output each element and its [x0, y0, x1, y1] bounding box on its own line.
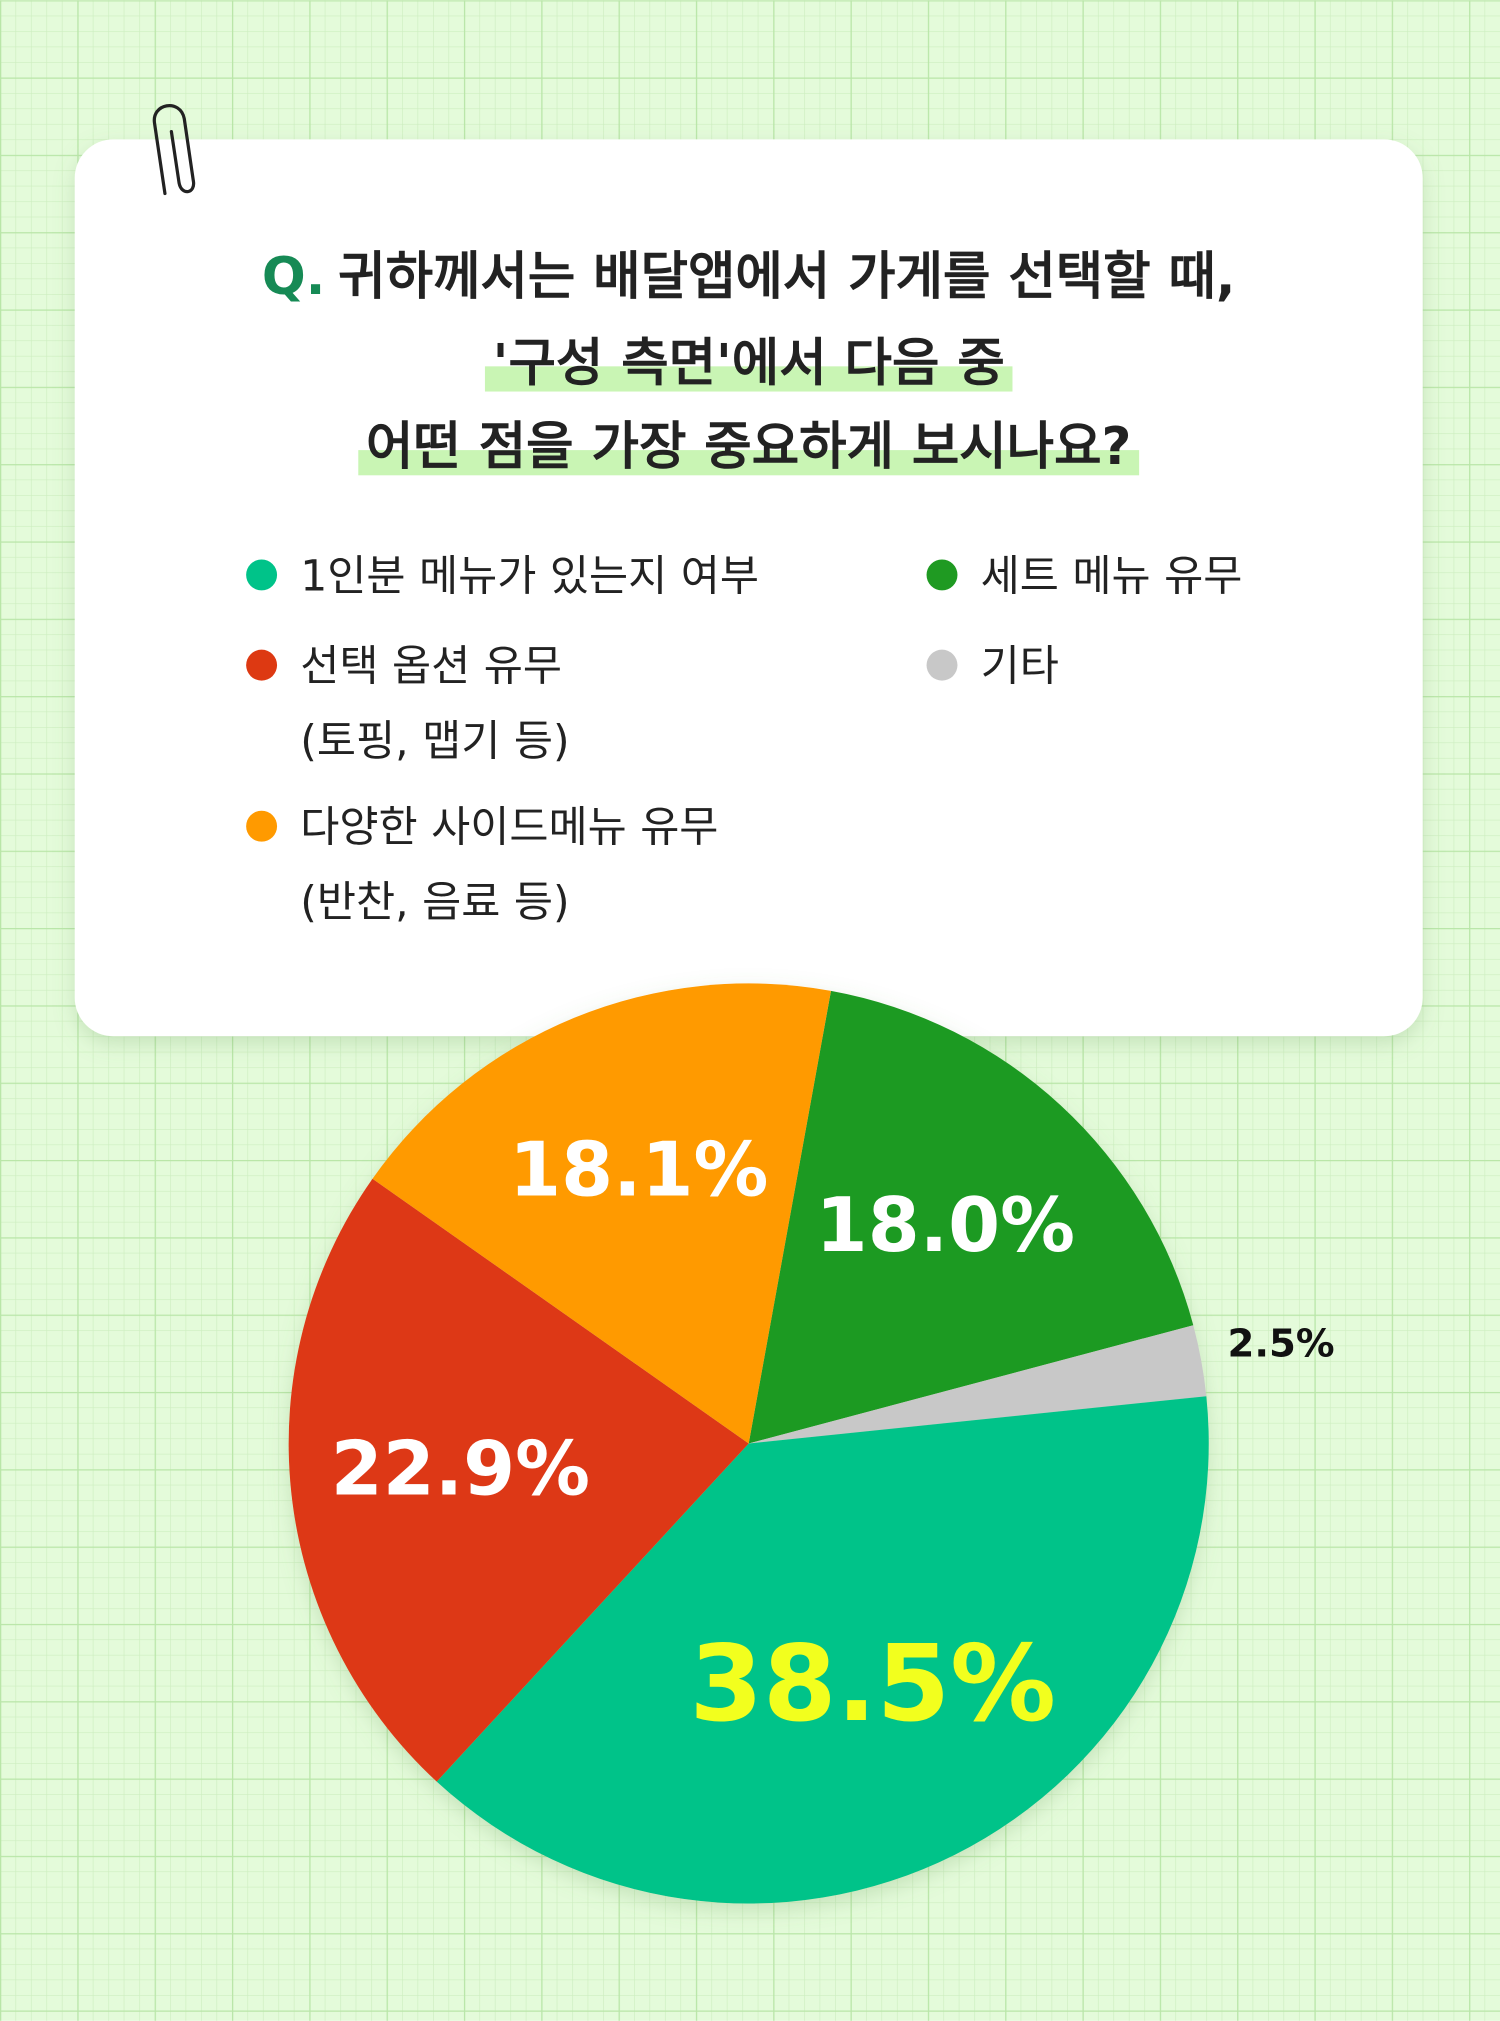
- legend-marker: [246, 559, 278, 591]
- title-line: 어떤 점을 가장 중요하게 보시나요?: [366, 417, 1131, 477]
- value-labels: 18.0% 2.5% 38.5% 22.9% 18.1%: [331, 1127, 1335, 1745]
- paperclip: [152, 104, 196, 196]
- pie-slice: [748, 1325, 1207, 1444]
- pie-slice: [288, 1178, 749, 1782]
- pie-slice: [436, 1396, 1209, 1904]
- card: [74, 139, 1423, 1037]
- legend-marker: [246, 810, 278, 842]
- title: Q. 귀하께서는 배달앱에서 가게를 선택할 때,: [262, 247, 1236, 307]
- legend-marker: [246, 649, 278, 681]
- value-label: 18.0%: [816, 1182, 1075, 1269]
- title-prefix: Q.: [262, 247, 325, 307]
- value-label: 22.9%: [331, 1426, 590, 1513]
- pie-slice: [748, 990, 1194, 1444]
- highlight: [484, 366, 1013, 392]
- legend-label: 1인분 메뉴가 있는지 여부: [300, 552, 759, 601]
- legend-label: 기타: [981, 643, 1059, 692]
- title-line: 귀하께서는 배달앱에서 가게를 선택할 때,: [338, 247, 1235, 307]
- highlight: [358, 450, 1140, 476]
- highlights: [358, 366, 1140, 476]
- legend-label: 선택 옵션 유무 (토핑, 맵기 등): [300, 643, 569, 767]
- pie-slice: [372, 983, 831, 1444]
- value-label: 38.5%: [689, 1622, 1056, 1745]
- value-label: 18.1%: [509, 1127, 768, 1214]
- value-label: 2.5%: [1227, 1321, 1334, 1366]
- legend-label: 세트 메뉴 유무: [981, 552, 1243, 601]
- legend-marker: [926, 649, 958, 681]
- title-line: '구성 측면'에서 다음 중: [493, 333, 1005, 393]
- legend-label: 다양한 사이드메뉴 유무 (반찬, 음료 등): [300, 804, 718, 928]
- legend-marker: [926, 559, 958, 591]
- pie: [288, 983, 1209, 1904]
